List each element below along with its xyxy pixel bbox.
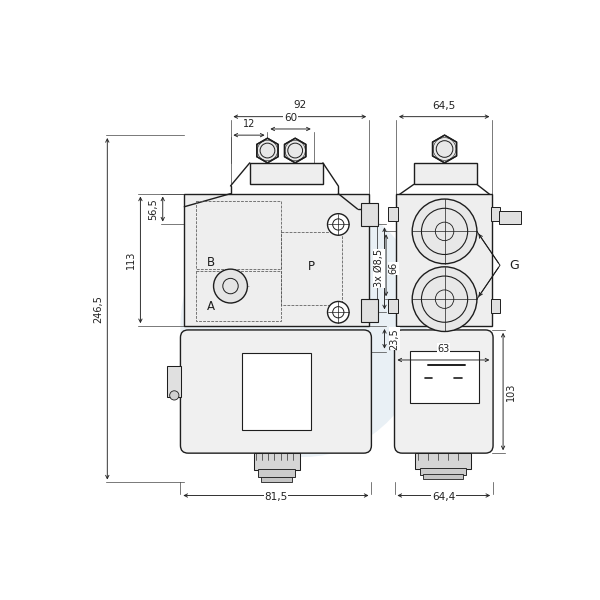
Bar bbox=[499, 211, 521, 224]
Bar bbox=[361, 203, 379, 226]
Text: 64,5: 64,5 bbox=[433, 100, 456, 110]
Text: 60: 60 bbox=[284, 113, 297, 123]
Bar bbox=[410, 351, 479, 403]
FancyBboxPatch shape bbox=[395, 330, 493, 453]
Bar bbox=[242, 353, 311, 430]
Text: 12: 12 bbox=[243, 119, 255, 129]
Text: 56,5: 56,5 bbox=[149, 198, 158, 220]
Text: 92: 92 bbox=[293, 100, 307, 110]
Bar bbox=[361, 299, 379, 322]
Bar bbox=[388, 299, 398, 313]
Circle shape bbox=[328, 214, 349, 235]
Text: 246,5: 246,5 bbox=[93, 295, 103, 323]
Bar bbox=[396, 194, 493, 326]
Bar bbox=[414, 163, 477, 184]
Text: 113: 113 bbox=[126, 251, 136, 269]
Text: 103: 103 bbox=[506, 382, 516, 401]
Text: 63: 63 bbox=[437, 344, 449, 354]
Bar bbox=[420, 468, 466, 475]
Bar bbox=[491, 299, 500, 313]
Polygon shape bbox=[284, 138, 306, 163]
Text: 59: 59 bbox=[373, 259, 383, 271]
Circle shape bbox=[412, 199, 477, 264]
Ellipse shape bbox=[181, 195, 427, 457]
Text: 81,5: 81,5 bbox=[265, 491, 287, 502]
Text: A: A bbox=[207, 301, 215, 313]
Bar bbox=[491, 207, 500, 221]
Bar bbox=[250, 163, 323, 184]
Text: 23,5: 23,5 bbox=[389, 328, 400, 350]
Bar bbox=[415, 453, 471, 469]
Polygon shape bbox=[257, 138, 278, 163]
Bar bbox=[167, 366, 181, 397]
Bar bbox=[423, 474, 463, 479]
Bar bbox=[281, 232, 342, 305]
Text: 66: 66 bbox=[389, 262, 399, 274]
Bar bbox=[196, 271, 281, 321]
Circle shape bbox=[412, 267, 477, 331]
Circle shape bbox=[214, 269, 247, 303]
Bar bbox=[258, 469, 295, 477]
Circle shape bbox=[170, 391, 179, 400]
FancyBboxPatch shape bbox=[181, 330, 371, 453]
Text: B: B bbox=[207, 256, 215, 269]
Bar bbox=[196, 202, 281, 269]
Polygon shape bbox=[433, 135, 457, 163]
Text: P: P bbox=[308, 260, 315, 272]
Bar bbox=[262, 477, 292, 482]
Text: 3x Ø8,5: 3x Ø8,5 bbox=[374, 249, 384, 287]
Text: G: G bbox=[509, 259, 519, 272]
Text: 64,4: 64,4 bbox=[432, 491, 455, 502]
Circle shape bbox=[328, 301, 349, 323]
Bar bbox=[254, 453, 300, 470]
Bar bbox=[388, 207, 398, 221]
Bar bbox=[184, 194, 369, 326]
